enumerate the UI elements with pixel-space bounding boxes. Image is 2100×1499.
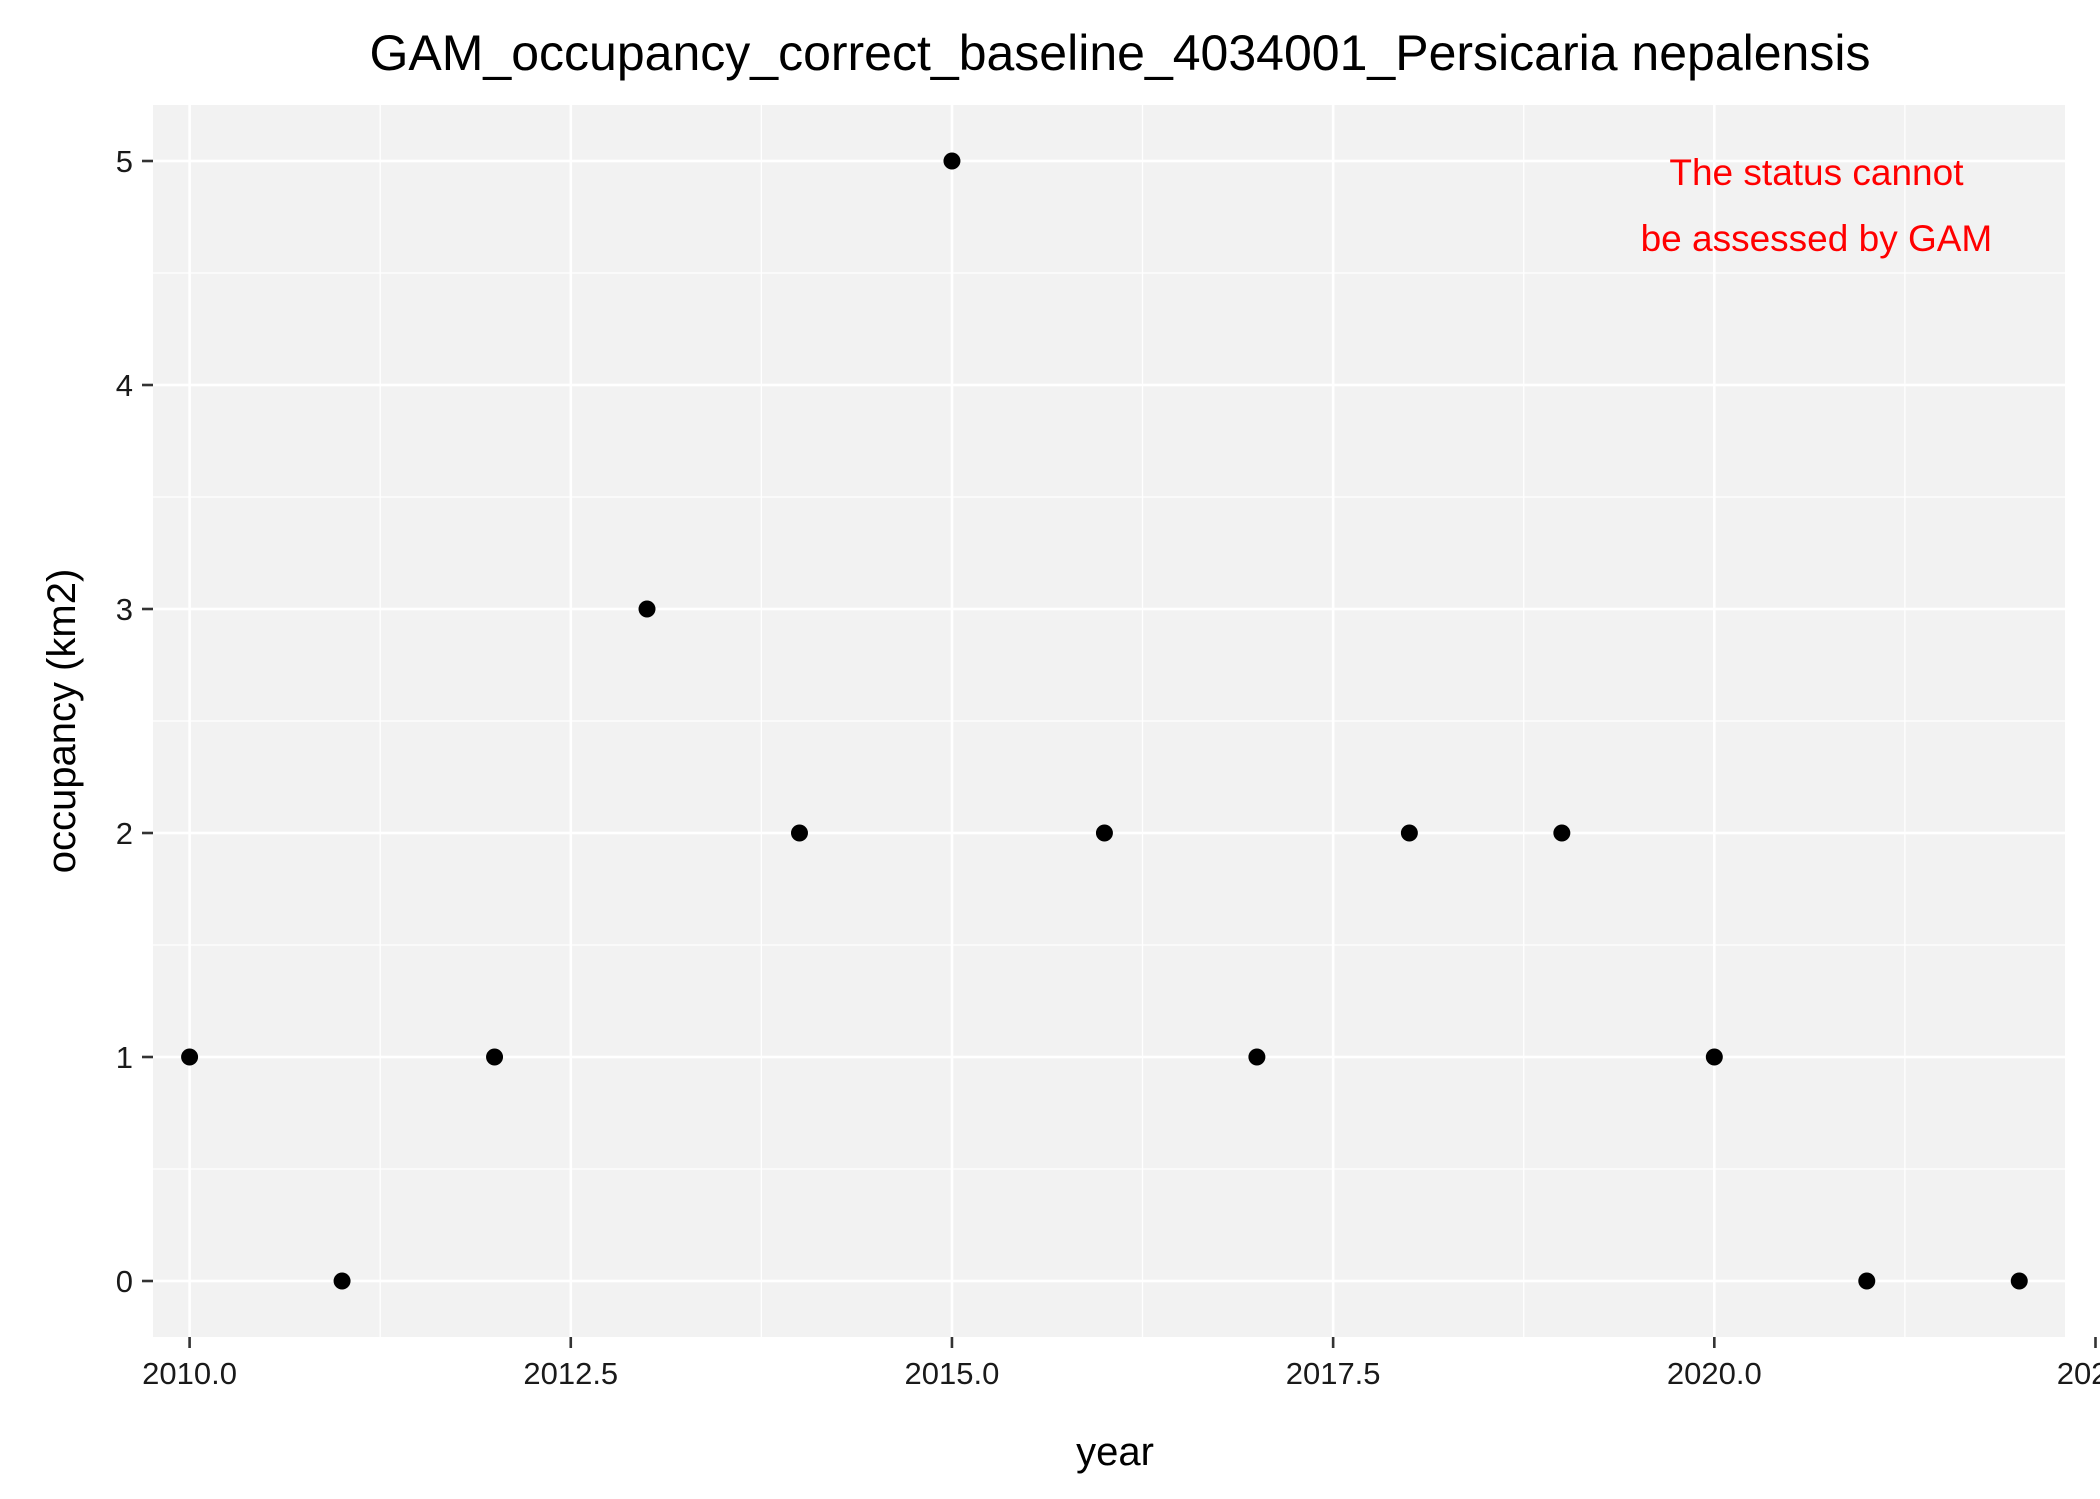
y-tick-label: 3 xyxy=(116,592,133,627)
status-annotation: The status cannot be assessed by GAM xyxy=(1641,152,1993,259)
y-tick-label: 5 xyxy=(116,144,133,179)
x-axis-label: year xyxy=(1076,1430,1154,1474)
data-point xyxy=(1400,824,1418,842)
x-tick-label: 2015.0 xyxy=(905,1356,1000,1391)
y-tick-label: 0 xyxy=(116,1264,133,1299)
x-tick-label: 2020.0 xyxy=(1667,1356,1762,1391)
data-points xyxy=(181,152,2028,1290)
data-point xyxy=(1095,824,1113,842)
axes: 2010.0 2012.5 2015.0 2017.5 2020.0 2022. 0 1 2 3 4… xyxy=(116,144,2100,1391)
data-point xyxy=(638,600,656,618)
data-point xyxy=(333,1272,351,1290)
data-point xyxy=(181,1048,199,1066)
data-point xyxy=(1553,824,1571,842)
data-point xyxy=(2010,1272,2028,1290)
x-tick-label: 2012.5 xyxy=(523,1356,618,1391)
data-point xyxy=(486,1048,504,1066)
y-axis-label: occupancy (km2) xyxy=(40,569,84,874)
data-point xyxy=(943,152,961,170)
chart-title: GAM_occupancy_correct_baseline_4034001_P… xyxy=(370,25,1871,81)
annotation-line: be assessed by GAM xyxy=(1641,218,1993,259)
data-point xyxy=(1705,1048,1723,1066)
data-point xyxy=(1858,1272,1876,1290)
y-tick-label: 2 xyxy=(116,816,133,851)
x-tick-label: 2010.0 xyxy=(142,1356,237,1391)
annotation-line: The status cannot xyxy=(1669,152,1964,193)
y-tick-label: 4 xyxy=(116,368,133,403)
y-tick-label: 1 xyxy=(116,1040,133,1075)
data-point xyxy=(1248,1048,1266,1066)
gridlines xyxy=(153,105,2097,1337)
data-point xyxy=(790,824,808,842)
x-tick-label: 2022. xyxy=(2057,1356,2100,1391)
x-tick-label: 2017.5 xyxy=(1286,1356,1381,1391)
